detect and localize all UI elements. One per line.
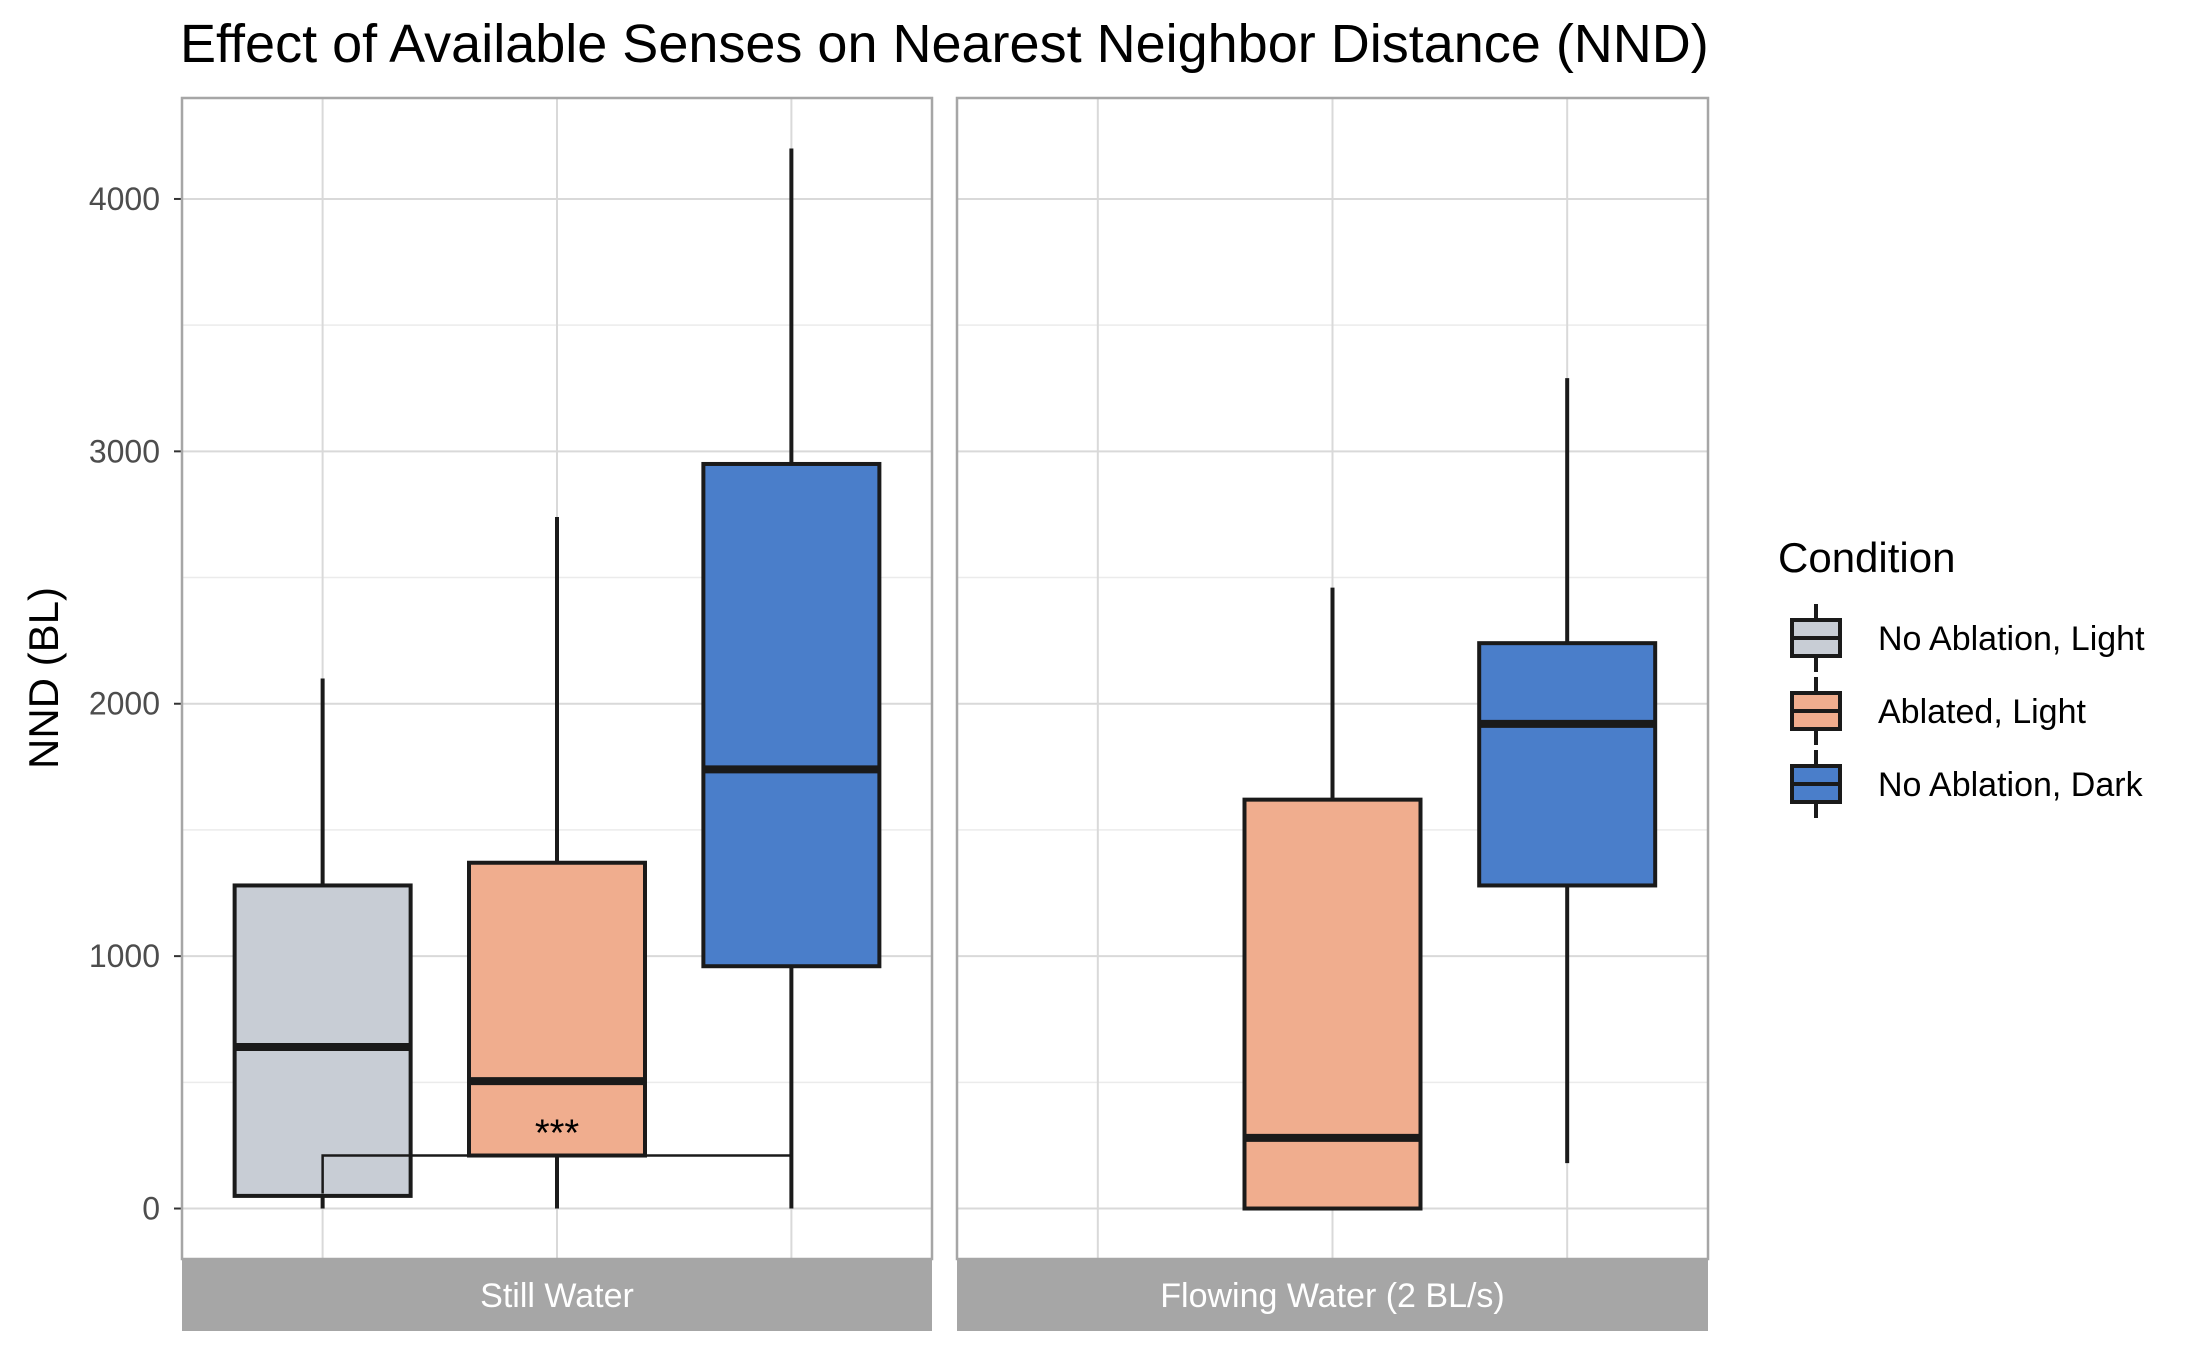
legend: Condition No Ablation, Light Ablated, Lig… (1778, 534, 2145, 818)
legend-entry: Ablated, Light (1790, 677, 2086, 745)
facet-panels: *** Still Water Flowing Water (2 BL/s) (174, 96, 1710, 1331)
legend-label: No Ablation, Dark (1878, 766, 2144, 804)
boxplot-box (232, 678, 413, 1209)
legend-entry: No Ablation, Dark (1790, 750, 2144, 818)
legend-label: No Ablation, Light (1878, 620, 2145, 658)
chart-title: Effect of Available Senses on Nearest Ne… (180, 14, 1709, 74)
facet-panel: *** Still Water (174, 96, 934, 1331)
boxplot-box (467, 516, 647, 1209)
significance-bracket (321, 1154, 793, 1194)
facet-strip (182, 1259, 932, 1331)
box-iqr (1242, 797, 1423, 1211)
box-iqr (701, 461, 882, 969)
boxplot-box (1477, 378, 1658, 1164)
y-tick-label: 0 (142, 1191, 160, 1227)
y-axis-label: NND (BL) (20, 587, 67, 769)
legend-title: Condition (1778, 534, 1955, 581)
significance-label: *** (535, 1113, 580, 1155)
y-tick-label: 4000 (89, 181, 160, 217)
legend-entries: No Ablation, Light Ablated, Light No Ablat… (1790, 604, 2145, 818)
y-tick-label: 3000 (89, 433, 160, 469)
legend-label: Ablated, Light (1878, 693, 2086, 731)
y-axis-ticks: 0 1000 2000 3000 4000 (89, 181, 160, 1227)
box-iqr (232, 883, 413, 1198)
facet-panel: Flowing Water (2 BL/s) (955, 96, 1710, 1331)
facet-strip-label: Still Water (480, 1277, 634, 1315)
facet-strip-label: Flowing Water (2 BL/s) (1160, 1277, 1505, 1315)
facet-strip (957, 1259, 1708, 1331)
y-tick-label: 2000 (89, 686, 160, 722)
boxplot-box (701, 148, 882, 1209)
box-iqr (1477, 641, 1658, 888)
y-tick-label: 1000 (89, 938, 160, 974)
legend-entry: No Ablation, Light (1790, 604, 2145, 672)
boxplot-box (1242, 587, 1423, 1211)
